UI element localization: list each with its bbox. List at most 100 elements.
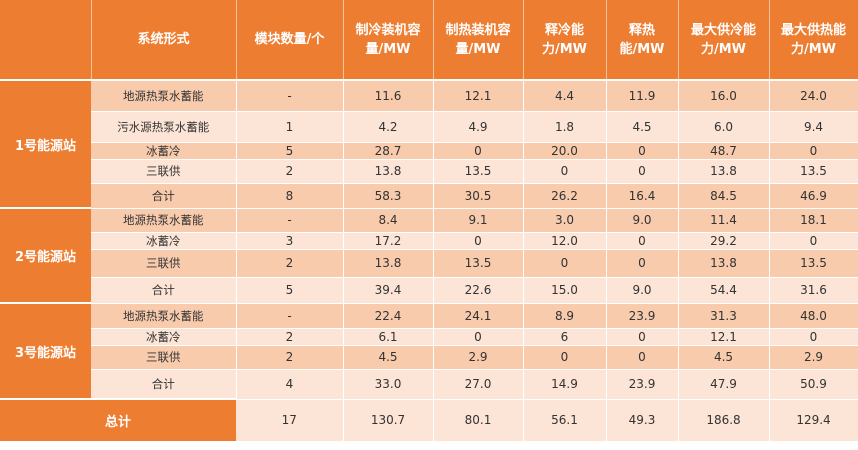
header-max-cooling: 最大供冷能力/MW [678, 0, 770, 81]
table-row: 合计 5 39.4 22.6 15.0 9.0 54.4 31.6 [0, 277, 858, 304]
value-cell: 20.0 [523, 142, 607, 160]
value-cell: 0 [433, 328, 524, 346]
table-row: 3号能源站 地源热泵水蓄能 -22.4 24.1 8.9 23.9 31.3 48.0 [0, 302, 858, 400]
value-cell: 0 [606, 249, 679, 278]
value-cell: 13.5 [433, 249, 524, 278]
table-row: 三联供 2 4.5 2.9 0 0 4.5 2.9 [0, 345, 858, 370]
value-cell: 17.2 [343, 232, 434, 250]
header-system-type: 系统形式 [91, 0, 237, 81]
value-cell: 11.6 [343, 80, 434, 112]
value-cell: 47.9 [678, 369, 770, 400]
value-cell: 0 [606, 232, 679, 250]
system-type-cell: 地源热泵水蓄能 [91, 80, 237, 112]
value-cell: 0 [606, 159, 679, 184]
value-cell: 26.2 [523, 183, 607, 209]
value-cell: 6.0 [678, 111, 770, 143]
table-row: 三联供 2 13.8 13.5 0 0 13.8 13.5 [0, 249, 858, 278]
total-value-cell: 130.7 [343, 399, 434, 442]
total-value-cell: 129.4 [769, 399, 858, 442]
value-cell: 12.0 [523, 232, 607, 250]
value-cell: 5 [236, 142, 344, 160]
value-cell: 22.6 [433, 277, 524, 304]
total-value-cell: 80.1 [433, 399, 524, 442]
total-value-cell: 56.1 [523, 399, 607, 442]
table-row: 冰蓄冷 2 6.1 0 6 0 12.1 0 [0, 328, 858, 346]
value-cell: 30.5 [433, 183, 524, 209]
value-cell: 13.8 [678, 159, 770, 184]
value-cell: 2 [236, 249, 344, 278]
value-cell: 0 [606, 345, 679, 370]
value-cell: 0 [769, 328, 858, 346]
table-row: 冰蓄冷 3 17.2 0 12.0 0 29.2 0 [0, 232, 858, 250]
value-cell: 2.9 [769, 345, 858, 370]
value-cell: 0 [523, 249, 607, 278]
value-cell: 39.4 [343, 277, 434, 304]
value-cell: 0 [769, 142, 858, 160]
value-cell: 11.4 [678, 208, 770, 233]
table-row: 1号能源站 地源热泵水蓄能 -11.6 12.1 4.4 11.9 16.0 24.0 [0, 79, 858, 209]
table-row: 三联供 2 13.8 13.5 0 0 13.8 13.5 [0, 159, 858, 184]
value-cell: 9.1 [433, 208, 524, 233]
total-label: 总计 [0, 398, 236, 441]
value-cell: - [236, 80, 344, 112]
value-cell: 4.5 [606, 111, 679, 143]
table-row: 合计 4 33.0 27.0 14.9 23.9 47.9 50.9 [0, 369, 858, 400]
table-body: 1号能源站 地源热泵水蓄能 -11.6 12.1 4.4 11.9 16.0 24.0 污水源热… [0, 79, 858, 442]
value-cell: 14.9 [523, 369, 607, 400]
value-cell: 4.5 [343, 345, 434, 370]
value-cell: 48.0 [769, 303, 858, 329]
value-cell: 12.1 [678, 328, 770, 346]
value-cell: 0 [523, 159, 607, 184]
value-cell: 12.1 [433, 80, 524, 112]
value-cell: 2 [236, 345, 344, 370]
system-type-cell: 三联供 [91, 345, 237, 370]
value-cell: 24.0 [769, 80, 858, 112]
value-cell: 33.0 [343, 369, 434, 400]
value-cell: 8 [236, 183, 344, 209]
value-cell: 27.0 [433, 369, 524, 400]
value-cell: 18.1 [769, 208, 858, 233]
station-label: 3号能源站 [0, 302, 91, 400]
system-type-cell: 三联供 [91, 249, 237, 278]
system-type-cell: 冰蓄冷 [91, 232, 237, 250]
value-cell: 2 [236, 328, 344, 346]
table-row: 冰蓄冷 5 28.7 0 20.0 0 48.7 0 [0, 142, 858, 160]
system-type-cell: 污水源热泵水蓄能 [91, 111, 237, 143]
system-type-cell: 冰蓄冷 [91, 142, 237, 160]
value-cell: - [236, 303, 344, 329]
value-cell: 13.5 [769, 249, 858, 278]
value-cell: 9.0 [606, 208, 679, 233]
value-cell: 4.9 [433, 111, 524, 143]
value-cell: 2.9 [433, 345, 524, 370]
value-cell: 24.1 [433, 303, 524, 329]
header-cold-release: 释冷能力/MW [523, 0, 607, 81]
value-cell: 0 [606, 328, 679, 346]
value-cell: 15.0 [523, 277, 607, 304]
value-cell: 6 [523, 328, 607, 346]
value-cell: 13.8 [678, 249, 770, 278]
header-max-heating: 最大供热能力/MW [769, 0, 858, 81]
value-cell: - [236, 208, 344, 233]
value-cell: 11.9 [606, 80, 679, 112]
value-cell: 0 [523, 345, 607, 370]
value-cell: 13.5 [433, 159, 524, 184]
system-type-cell: 三联供 [91, 159, 237, 184]
value-cell: 84.5 [678, 183, 770, 209]
value-cell: 31.3 [678, 303, 770, 329]
value-cell: 3.0 [523, 208, 607, 233]
total-row: 总计 17 130.7 80.1 56.1 49.3 186.8 129.4 [0, 398, 858, 442]
header-row: 系统形式 模块数量/个 制冷装机容量/MW 制热装机容量/MW 释冷能力/MW … [0, 0, 858, 81]
header-module-count: 模块数量/个 [236, 0, 344, 81]
value-cell: 9.0 [606, 277, 679, 304]
station-label: 1号能源站 [0, 79, 91, 209]
value-cell: 1.8 [523, 111, 607, 143]
value-cell: 5 [236, 277, 344, 304]
value-cell: 3 [236, 232, 344, 250]
header-heating-capacity: 制热装机容量/MW [433, 0, 524, 81]
system-type-cell: 冰蓄冷 [91, 328, 237, 346]
value-cell: 48.7 [678, 142, 770, 160]
value-cell: 4.4 [523, 80, 607, 112]
value-cell: 28.7 [343, 142, 434, 160]
value-cell: 22.4 [343, 303, 434, 329]
